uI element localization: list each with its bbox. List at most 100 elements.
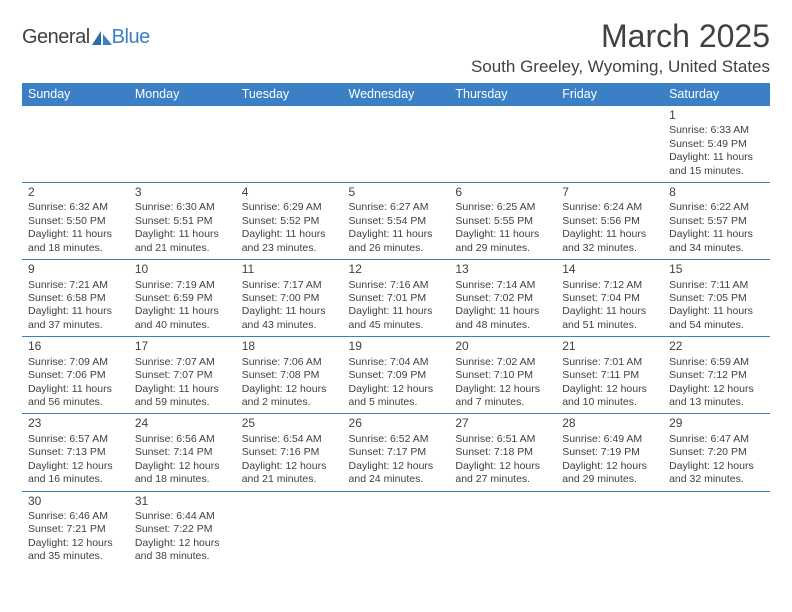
day-cell: 3Sunrise: 6:30 AMSunset: 5:51 PMDaylight… [129,183,236,260]
day-number: 24 [135,416,232,431]
day-cell: 17 Sunrise: 7:07 AMSunset: 7:07 PMDayligh… [129,337,236,414]
day-cell: 25 Sunrise: 6:54 AMSunset: 7:16 PMDayligh… [236,414,343,491]
sunset-line: Sunset: 5:56 PM [562,215,659,228]
sunrise-line: Sunrise: 6:57 AM [28,433,125,446]
day-cell: 24 Sunrise: 6:56 AMSunset: 7:14 PMDayligh… [129,414,236,491]
daylight-line: Daylight: 11 hours and 18 minutes. [28,228,125,255]
daylight-line: Daylight: 12 hours and 2 minutes. [242,383,339,410]
daylight-line: Daylight: 12 hours and 7 minutes. [455,383,552,410]
sunrise-line: Sunrise: 7:02 AM [455,356,552,369]
day-info: Sunrise: 6:56 AMSunset: 7:14 PMDaylight:… [135,433,232,487]
day-info: Sunrise: 6:47 AMSunset: 7:20 PMDaylight:… [669,433,766,487]
day-number: 22 [669,339,766,354]
title-block: March 2025 South Greeley, Wyoming, Unite… [471,18,770,77]
day-info: Sunrise: 6:46 AMSunset: 7:21 PMDaylight:… [28,510,125,564]
day-number: 9 [28,262,125,277]
day-info: Sunrise: 6:52 AMSunset: 7:17 PMDaylight:… [349,433,446,487]
day-cell: 19Sunrise: 7:04 AMSunset: 7:09 PMDayligh… [343,337,450,414]
sunset-line: Sunset: 7:12 PM [669,369,766,382]
day-info: Sunrise: 6:54 AMSunset: 7:16 PMDaylight:… [242,433,339,487]
sunrise-line: Sunrise: 6:52 AM [349,433,446,446]
sunrise-line: Sunrise: 6:33 AM [669,124,766,137]
day-cell: 4Sunrise: 6:29 AMSunset: 5:52 PMDaylight… [236,183,343,260]
day-number: 30 [28,494,125,509]
day-cell: 27 Sunrise: 6:51 AMSunset: 7:18 PMDayligh… [449,414,556,491]
sunrise-line: Sunrise: 7:07 AM [135,356,232,369]
sunset-line: Sunset: 7:16 PM [242,446,339,459]
daylight-line: Daylight: 11 hours and 43 minutes. [242,305,339,332]
sunrise-line: Sunrise: 6:51 AM [455,433,552,446]
day-number: 28 [562,416,659,431]
sunrise-line: Sunrise: 6:29 AM [242,201,339,214]
sunrise-line: Sunrise: 7:19 AM [135,279,232,292]
day-cell: 7Sunrise: 6:24 AMSunset: 5:56 PMDaylight… [556,183,663,260]
day-info: Sunrise: 7:07 AMSunset: 7:07 PMDaylight:… [135,356,232,410]
day-number: 16 [28,339,125,354]
daylight-line: Daylight: 12 hours and 10 minutes. [562,383,659,410]
daylight-line: Daylight: 11 hours and 29 minutes. [455,228,552,255]
sunrise-line: Sunrise: 7:21 AM [28,279,125,292]
sunset-line: Sunset: 7:04 PM [562,292,659,305]
sunset-line: Sunset: 5:51 PM [135,215,232,228]
sunset-line: Sunset: 5:52 PM [242,215,339,228]
sunset-line: Sunset: 7:00 PM [242,292,339,305]
daylight-line: Daylight: 12 hours and 35 minutes. [28,537,125,564]
sunset-line: Sunset: 5:55 PM [455,215,552,228]
day-info: Sunrise: 6:25 AMSunset: 5:55 PMDaylight:… [455,201,552,255]
daylight-line: Daylight: 11 hours and 34 minutes. [669,228,766,255]
month-title: March 2025 [471,18,770,55]
day-number: 27 [455,416,552,431]
sunrise-line: Sunrise: 7:16 AM [349,279,446,292]
sunrise-line: Sunrise: 7:12 AM [562,279,659,292]
day-number: 7 [562,185,659,200]
day-cell: 14 Sunrise: 7:12 AMSunset: 7:04 PMDayligh… [556,260,663,337]
daylight-line: Daylight: 11 hours and 59 minutes. [135,383,232,410]
day-cell: 13Sunrise: 7:14 AMSunset: 7:02 PMDayligh… [449,260,556,337]
sunset-line: Sunset: 7:21 PM [28,523,125,536]
daylight-line: Daylight: 11 hours and 56 minutes. [28,383,125,410]
day-cell [556,491,663,568]
day-info: Sunrise: 6:32 AMSunset: 5:50 PMDaylight:… [28,201,125,255]
day-cell: 5Sunrise: 6:27 AMSunset: 5:54 PMDaylight… [343,183,450,260]
sunrise-line: Sunrise: 6:59 AM [669,356,766,369]
day-cell [22,106,129,183]
week-row: 1Sunrise: 6:33 AMSunset: 5:49 PMDaylight… [22,106,770,183]
day-info: Sunrise: 7:01 AMSunset: 7:11 PMDaylight:… [562,356,659,410]
day-info: Sunrise: 6:30 AMSunset: 5:51 PMDaylight:… [135,201,232,255]
daylight-line: Daylight: 12 hours and 16 minutes. [28,460,125,487]
sunrise-line: Sunrise: 6:44 AM [135,510,232,523]
week-row: 9Sunrise: 7:21 AMSunset: 6:58 PMDaylight… [22,260,770,337]
day-number: 12 [349,262,446,277]
sunset-line: Sunset: 7:06 PM [28,369,125,382]
day-number: 21 [562,339,659,354]
day-cell [129,106,236,183]
day-info: Sunrise: 7:09 AMSunset: 7:06 PMDaylight:… [28,356,125,410]
day-info: Sunrise: 7:12 AMSunset: 7:04 PMDaylight:… [562,279,659,333]
sunrise-line: Sunrise: 7:14 AM [455,279,552,292]
sunset-line: Sunset: 6:59 PM [135,292,232,305]
day-info: Sunrise: 6:51 AMSunset: 7:18 PMDaylight:… [455,433,552,487]
day-number: 31 [135,494,232,509]
col-sunday: Sunday [22,83,129,106]
daylight-line: Daylight: 12 hours and 29 minutes. [562,460,659,487]
sunset-line: Sunset: 7:01 PM [349,292,446,305]
sunset-line: Sunset: 7:10 PM [455,369,552,382]
day-info: Sunrise: 6:22 AMSunset: 5:57 PMDaylight:… [669,201,766,255]
day-cell: 22Sunrise: 6:59 AMSunset: 7:12 PMDayligh… [663,337,770,414]
day-info: Sunrise: 7:19 AMSunset: 6:59 PMDaylight:… [135,279,232,333]
week-row: 23Sunrise: 6:57 AMSunset: 7:13 PMDayligh… [22,414,770,491]
sunset-line: Sunset: 6:58 PM [28,292,125,305]
day-number: 14 [562,262,659,277]
daylight-line: Daylight: 11 hours and 37 minutes. [28,305,125,332]
daylight-line: Daylight: 11 hours and 26 minutes. [349,228,446,255]
day-info: Sunrise: 7:11 AMSunset: 7:05 PMDaylight:… [669,279,766,333]
day-number: 26 [349,416,446,431]
day-number: 17 [135,339,232,354]
day-info: Sunrise: 6:24 AMSunset: 5:56 PMDaylight:… [562,201,659,255]
day-info: Sunrise: 7:17 AMSunset: 7:00 PMDaylight:… [242,279,339,333]
sunrise-line: Sunrise: 6:25 AM [455,201,552,214]
daylight-line: Daylight: 11 hours and 21 minutes. [135,228,232,255]
daylight-line: Daylight: 11 hours and 45 minutes. [349,305,446,332]
day-number: 25 [242,416,339,431]
day-number: 11 [242,262,339,277]
